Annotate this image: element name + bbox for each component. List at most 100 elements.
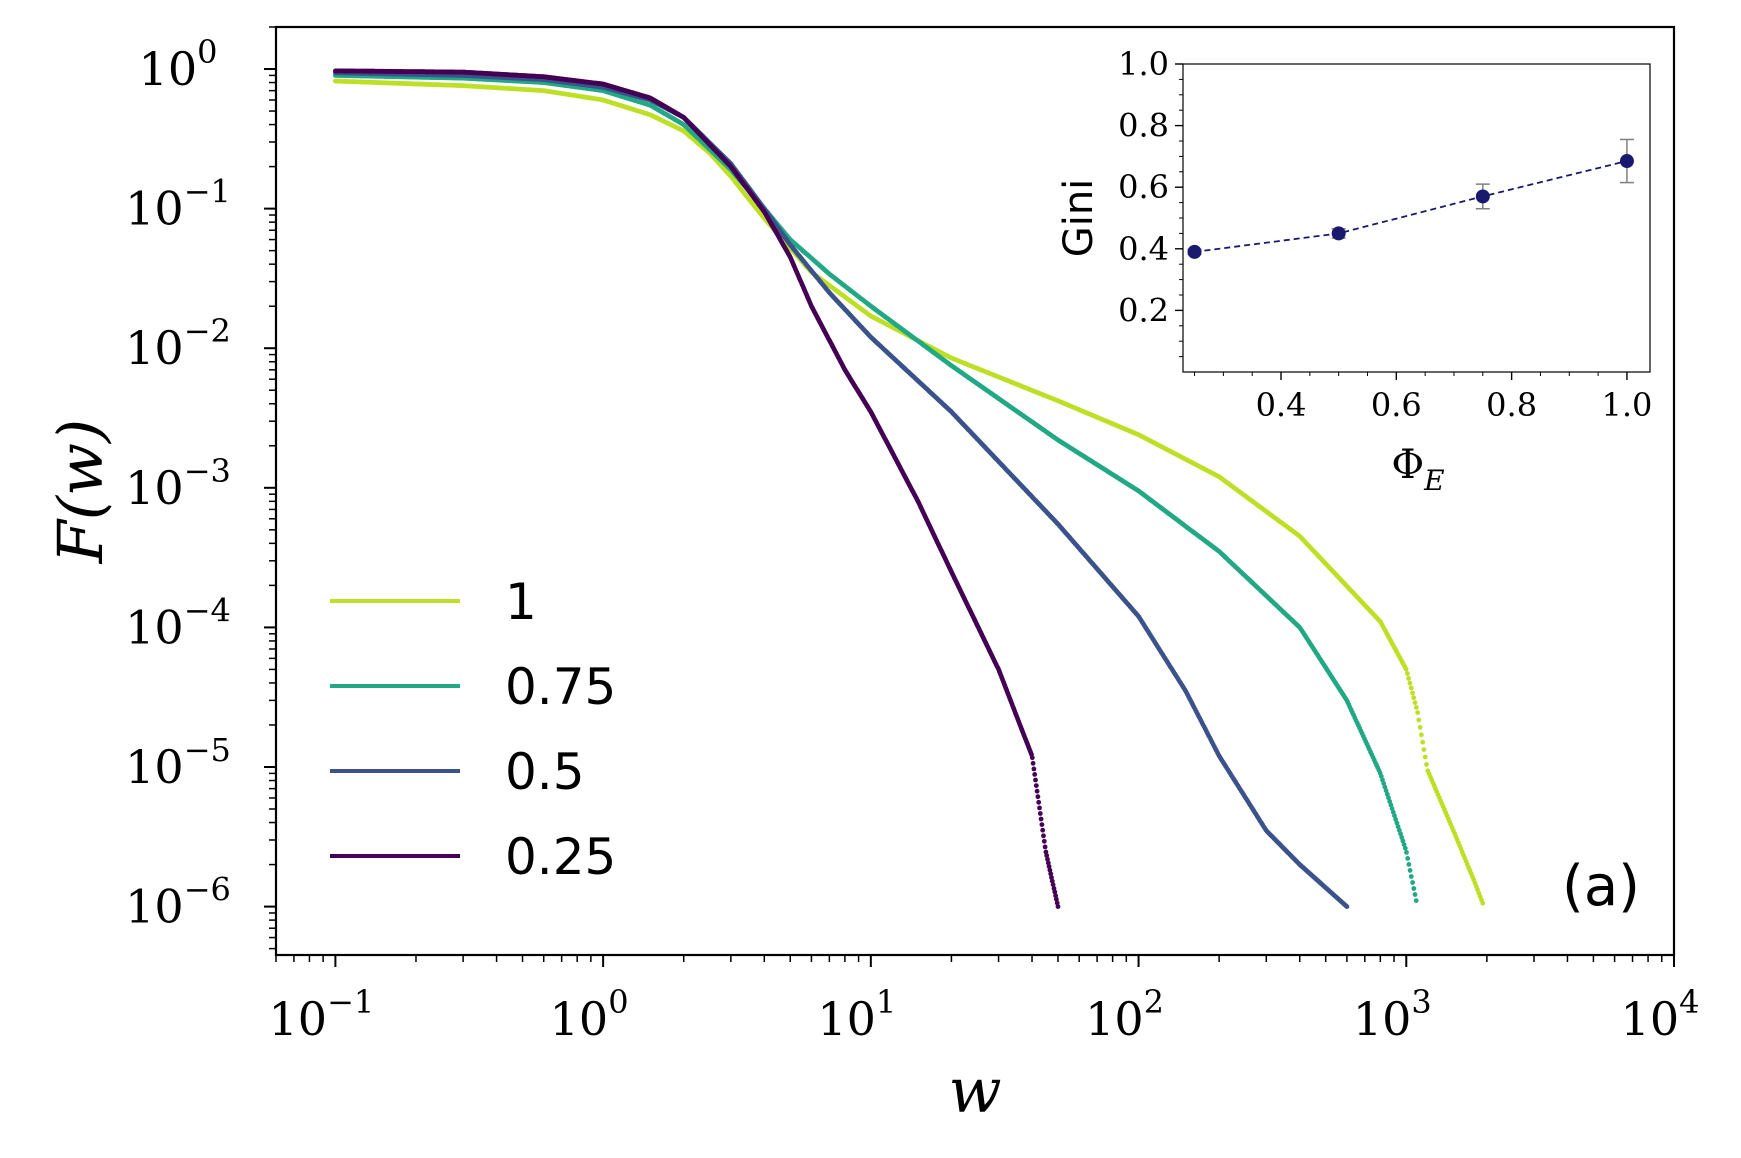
series-0.25-point [1054,900,1060,906]
main-ticks-layer: 10−1 100 101 102 103 10410010−110−210−310−410… [125,26,1700,1046]
main-x-axis-label: w [948,1054,1001,1127]
series-0.75-point [1406,862,1412,867]
inset-point [1475,189,1490,204]
series-0.25-point [1048,871,1054,877]
inset-plot: 0.4 0.6 0.8 1.0 0.2 0.4 0.6 0.8 1.0 ΦE Gini [1056,45,1652,497]
series-0.25-point [1033,783,1039,788]
series-1-point [1417,725,1423,730]
x-tick-label-exponent: 4 [1679,983,1699,1021]
y-tick-label-exponent: −2 [184,312,231,350]
inset-x-axis-label: ΦE [1391,442,1444,497]
series-0.25 [333,68,1061,909]
series-0.5-point [1344,904,1350,909]
y-tick-label: 10−3 [125,452,231,515]
series-1-point [1406,676,1411,681]
y-tick-label-base: 10 [125,600,184,654]
series-0.75-point [1394,820,1400,826]
series-1-point [1412,700,1418,705]
inset-point [1187,244,1202,259]
inset-point [1331,226,1346,241]
series-1-point [1413,705,1419,710]
series-0.75-point [1382,784,1388,790]
series-0.25-point [1049,875,1054,880]
series-1-point [1415,710,1420,715]
series-0.75-point [1402,845,1408,851]
series-0.75-point [1380,777,1385,783]
y-tick-label-base: 10 [125,461,184,515]
main-plot-frame [274,25,1676,957]
inset-y-tick-label: 0.2 [1118,291,1169,329]
series-0.25-point [1046,864,1052,869]
y-tick-label-exponent: −5 [184,731,231,769]
y-tick-label-base: 10 [125,321,184,375]
series-0.25-point [1044,853,1050,858]
series-0.75-point [1383,788,1389,794]
series-1-point [1422,754,1428,760]
inset-y-axis-label: Gini [1056,179,1102,258]
series-0.25-point [1051,886,1057,891]
inset-x-tick-label: 0.8 [1486,386,1537,424]
series-1-point [1420,739,1426,745]
inset-y-tick-label: 0.6 [1118,168,1169,206]
y-tick-label-base: 10 [125,880,184,934]
inset-y-tick-label: 0.8 [1118,107,1169,145]
y-tick-label: 10−5 [125,731,231,794]
x-tick-label-exponent: 2 [1144,983,1164,1021]
series-0.25-point [1031,766,1037,772]
inset-content-layer [1187,138,1634,259]
x-tick-label-exponent: 0 [608,983,628,1021]
x-tick-label-base: 10 [1353,992,1412,1046]
series-0.75-point [1381,781,1387,786]
series-0.25-point [1054,896,1059,902]
legend-label-0.5: 0.5 [505,743,585,801]
series-0.25-point [1053,893,1058,899]
series-0.75-point [1378,773,1384,779]
x-tick-label-base: 10 [1085,992,1144,1046]
x-tick-label-base: 10 [1621,992,1680,1046]
series-0.25-point [1034,788,1040,794]
y-tick-label-exponent: −4 [184,591,231,629]
main-series-layer [333,68,1486,909]
series-0.25-point [1037,811,1043,816]
series-0.25-point [1041,833,1046,839]
y-tick-label: 100 [139,33,218,96]
y-tick-label-base: 10 [139,42,198,96]
main-y-axis-label: F(w) [44,419,117,564]
series-0.25-point [1039,822,1045,827]
series-0.75-point [1405,856,1411,861]
series-0.75-point [1387,799,1393,804]
x-tick-label: 102 [1085,983,1164,1046]
series-1-point [1403,666,1409,672]
series-1-point [1480,900,1486,906]
inset-x-tick-label: 1.0 [1601,386,1652,424]
series-0.75-point [1396,827,1402,833]
series-0.75-point [1393,817,1399,822]
series-0.25-point [1045,856,1050,862]
inset-x-axis-label-subscript: E [1423,464,1444,497]
y-tick-label: 10−1 [125,173,231,236]
series-0.75-point [1413,898,1419,903]
x-tick-label: 104 [1621,983,1700,1046]
series-1-point [1419,732,1424,738]
series-0.25-point [1041,838,1047,844]
series-0.75-point [1404,850,1409,855]
series-0.75-point [1389,806,1395,811]
inset-connecting-line [1194,160,1628,253]
series-0.75-point [1399,835,1405,840]
y-tick-label-exponent: 0 [197,33,217,71]
inset-y-tick-label: 1.0 [1118,45,1169,83]
y-tick-label-base: 10 [125,740,184,794]
series-0.75-point [1412,892,1418,897]
series-0.25-point [1049,878,1055,884]
series-0.25-point [1032,772,1038,777]
series-0.25-point [1033,777,1038,783]
series-0.25-point [1037,805,1042,811]
series-0.75-point [1395,824,1401,829]
legend: 1 0.75 0.5 0.25 [330,573,616,886]
series-0.25-point [1030,760,1036,766]
series-1-point [1407,680,1413,686]
x-tick-label: 100 [550,983,629,1046]
series-0.75-point [1400,838,1406,844]
series-0.25-point [1043,849,1049,855]
